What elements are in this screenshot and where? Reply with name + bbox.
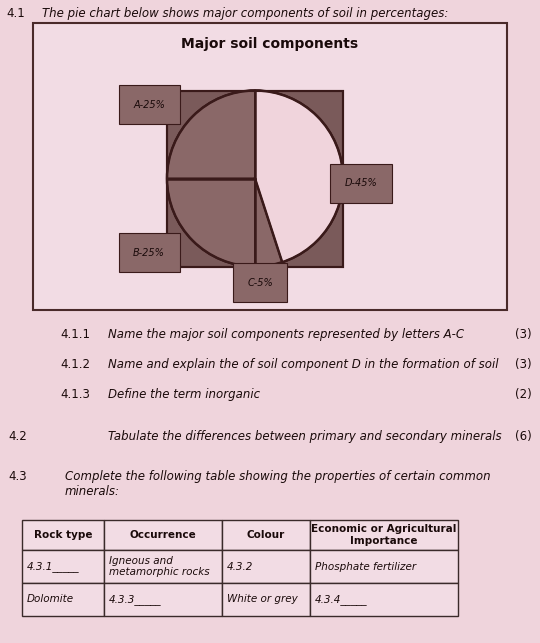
Bar bbox=[222, 583, 310, 616]
Text: Dolomite: Dolomite bbox=[27, 595, 74, 604]
Text: Complete the following table showing the properties of certain common
minerals:: Complete the following table showing the… bbox=[65, 470, 491, 498]
Bar bbox=[33, 23, 507, 310]
Text: 4.1: 4.1 bbox=[6, 7, 25, 20]
Bar bbox=[104, 520, 222, 550]
Bar bbox=[167, 91, 343, 266]
Bar bbox=[22, 550, 104, 583]
Text: (3): (3) bbox=[515, 328, 532, 341]
Text: 4.1.3: 4.1.3 bbox=[60, 388, 90, 401]
Text: Colour: Colour bbox=[247, 530, 285, 540]
Text: 4.1.2: 4.1.2 bbox=[60, 358, 90, 371]
Bar bbox=[310, 583, 458, 616]
Text: 4.3: 4.3 bbox=[8, 470, 26, 483]
Text: 4.3.1_____: 4.3.1_____ bbox=[27, 561, 79, 572]
Text: White or grey: White or grey bbox=[227, 595, 298, 604]
Bar bbox=[222, 520, 310, 550]
Text: Igneous and
metamorphic rocks: Igneous and metamorphic rocks bbox=[109, 556, 210, 577]
Text: A-25%: A-25% bbox=[133, 100, 165, 109]
Bar bbox=[222, 550, 310, 583]
Text: Name and explain the of soil component D in the formation of soil: Name and explain the of soil component D… bbox=[108, 358, 498, 371]
Text: Name the major soil components represented by letters A-C: Name the major soil components represent… bbox=[108, 328, 464, 341]
Text: Define the term inorganic: Define the term inorganic bbox=[108, 388, 260, 401]
Text: 4.3.2: 4.3.2 bbox=[227, 561, 253, 572]
Text: (6): (6) bbox=[515, 430, 532, 443]
Text: Occurrence: Occurrence bbox=[130, 530, 197, 540]
Text: Phosphate fertilizer: Phosphate fertilizer bbox=[315, 561, 416, 572]
Text: 4.3.3_____: 4.3.3_____ bbox=[109, 594, 161, 605]
Text: 4.1.1: 4.1.1 bbox=[60, 328, 90, 341]
Text: D-45%: D-45% bbox=[345, 179, 378, 188]
Text: 4.3.4_____: 4.3.4_____ bbox=[315, 594, 368, 605]
Text: Economic or Agricultural
Importance: Economic or Agricultural Importance bbox=[312, 524, 457, 546]
Wedge shape bbox=[167, 91, 255, 179]
Text: Tabulate the differences between primary and secondary minerals: Tabulate the differences between primary… bbox=[108, 430, 502, 443]
Text: The pie chart below shows major components of soil in percentages:: The pie chart below shows major componen… bbox=[42, 7, 448, 20]
Bar bbox=[310, 550, 458, 583]
Text: (3): (3) bbox=[515, 358, 532, 371]
Bar bbox=[104, 550, 222, 583]
Bar bbox=[22, 520, 104, 550]
Text: C-5%: C-5% bbox=[247, 278, 273, 287]
Text: Rock type: Rock type bbox=[33, 530, 92, 540]
Circle shape bbox=[167, 91, 343, 266]
Text: B-25%: B-25% bbox=[133, 248, 165, 257]
Bar bbox=[310, 520, 458, 550]
Wedge shape bbox=[255, 91, 343, 262]
Bar bbox=[167, 91, 343, 266]
Text: Major soil components: Major soil components bbox=[181, 37, 359, 51]
Bar bbox=[104, 583, 222, 616]
Wedge shape bbox=[255, 179, 282, 266]
Text: 4.2: 4.2 bbox=[8, 430, 27, 443]
Bar bbox=[22, 583, 104, 616]
Wedge shape bbox=[167, 179, 255, 266]
Text: (2): (2) bbox=[515, 388, 532, 401]
